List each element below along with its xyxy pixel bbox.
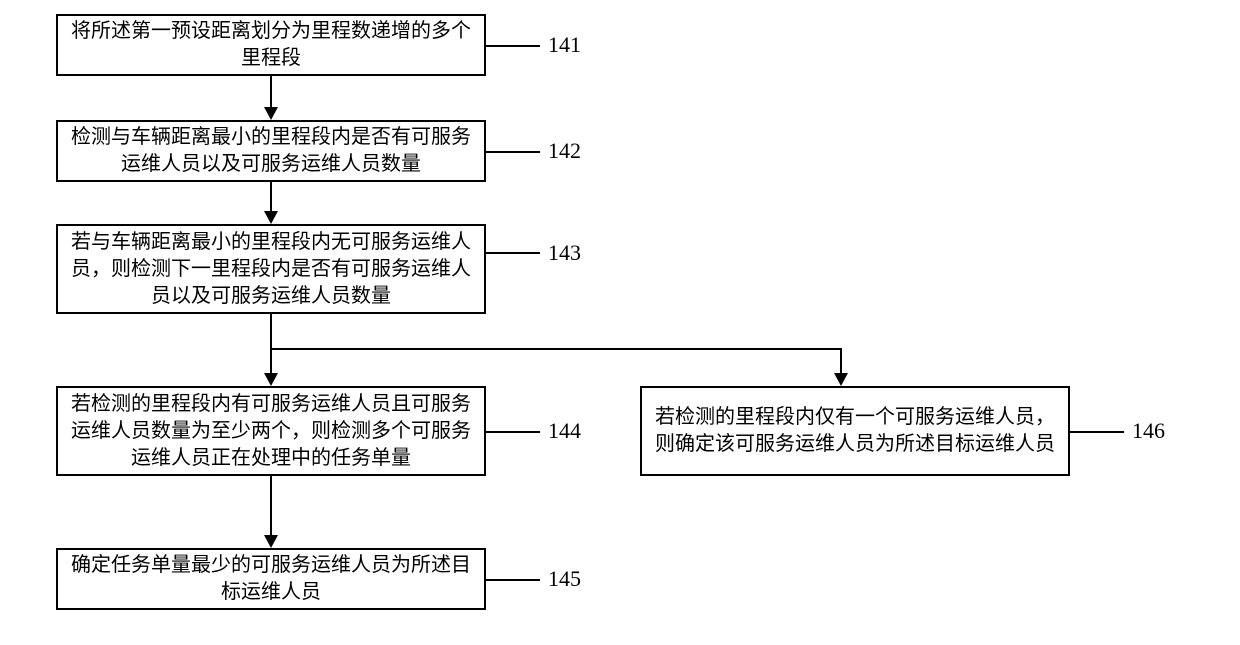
leader-line — [486, 579, 540, 581]
connector — [840, 348, 842, 374]
flow-box: 确定任务单量最少的可服务运维人员为所述目标运维人员 — [56, 548, 486, 610]
flow-box: 若检测的里程段内有可服务运维人员且可服务运维人员数量为至少两个，则检测多个可服务… — [56, 386, 486, 476]
leader-line — [486, 252, 540, 254]
leader-line — [1070, 431, 1124, 433]
box-label: 141 — [548, 32, 581, 58]
box-text: 检测与车辆距离最小的里程段内是否有可服务运维人员以及可服务运维人员数量 — [68, 124, 474, 178]
arrowhead-icon — [264, 373, 278, 386]
box-label: 142 — [548, 138, 581, 164]
flow-box: 检测与车辆距离最小的里程段内是否有可服务运维人员以及可服务运维人员数量 — [56, 120, 486, 182]
box-label: 146 — [1132, 418, 1165, 444]
arrowhead-icon — [834, 373, 848, 386]
connector — [270, 182, 272, 212]
box-text: 确定任务单量最少的可服务运维人员为所述目标运维人员 — [68, 552, 474, 606]
box-text: 若检测的里程段内有可服务运维人员且可服务运维人员数量为至少两个，则检测多个可服务… — [68, 391, 474, 472]
connector — [270, 76, 272, 108]
arrowhead-icon — [264, 107, 278, 120]
connector — [270, 314, 272, 374]
box-label: 144 — [548, 418, 581, 444]
arrowhead-icon — [264, 211, 278, 224]
flow-box: 将所述第一预设距离划分为里程数递增的多个里程段 — [56, 14, 486, 76]
box-text: 若检测的里程段内仅有一个可服务运维人员，则确定该可服务运维人员为所述目标运维人员 — [652, 404, 1058, 458]
box-label: 145 — [548, 566, 581, 592]
flow-box: 若检测的里程段内仅有一个可服务运维人员，则确定该可服务运维人员为所述目标运维人员 — [640, 386, 1070, 476]
leader-line — [486, 45, 540, 47]
box-text: 将所述第一预设距离划分为里程数递增的多个里程段 — [68, 18, 474, 72]
flow-box: 若与车辆距离最小的里程段内无可服务运维人员，则检测下一里程段内是否有可服务运维人… — [56, 224, 486, 314]
box-text: 若与车辆距离最小的里程段内无可服务运维人员，则检测下一里程段内是否有可服务运维人… — [68, 229, 474, 310]
arrowhead-icon — [264, 535, 278, 548]
leader-line — [486, 151, 540, 153]
box-label: 143 — [548, 240, 581, 266]
connector — [270, 476, 272, 536]
leader-line — [486, 431, 540, 433]
connector — [270, 348, 840, 350]
